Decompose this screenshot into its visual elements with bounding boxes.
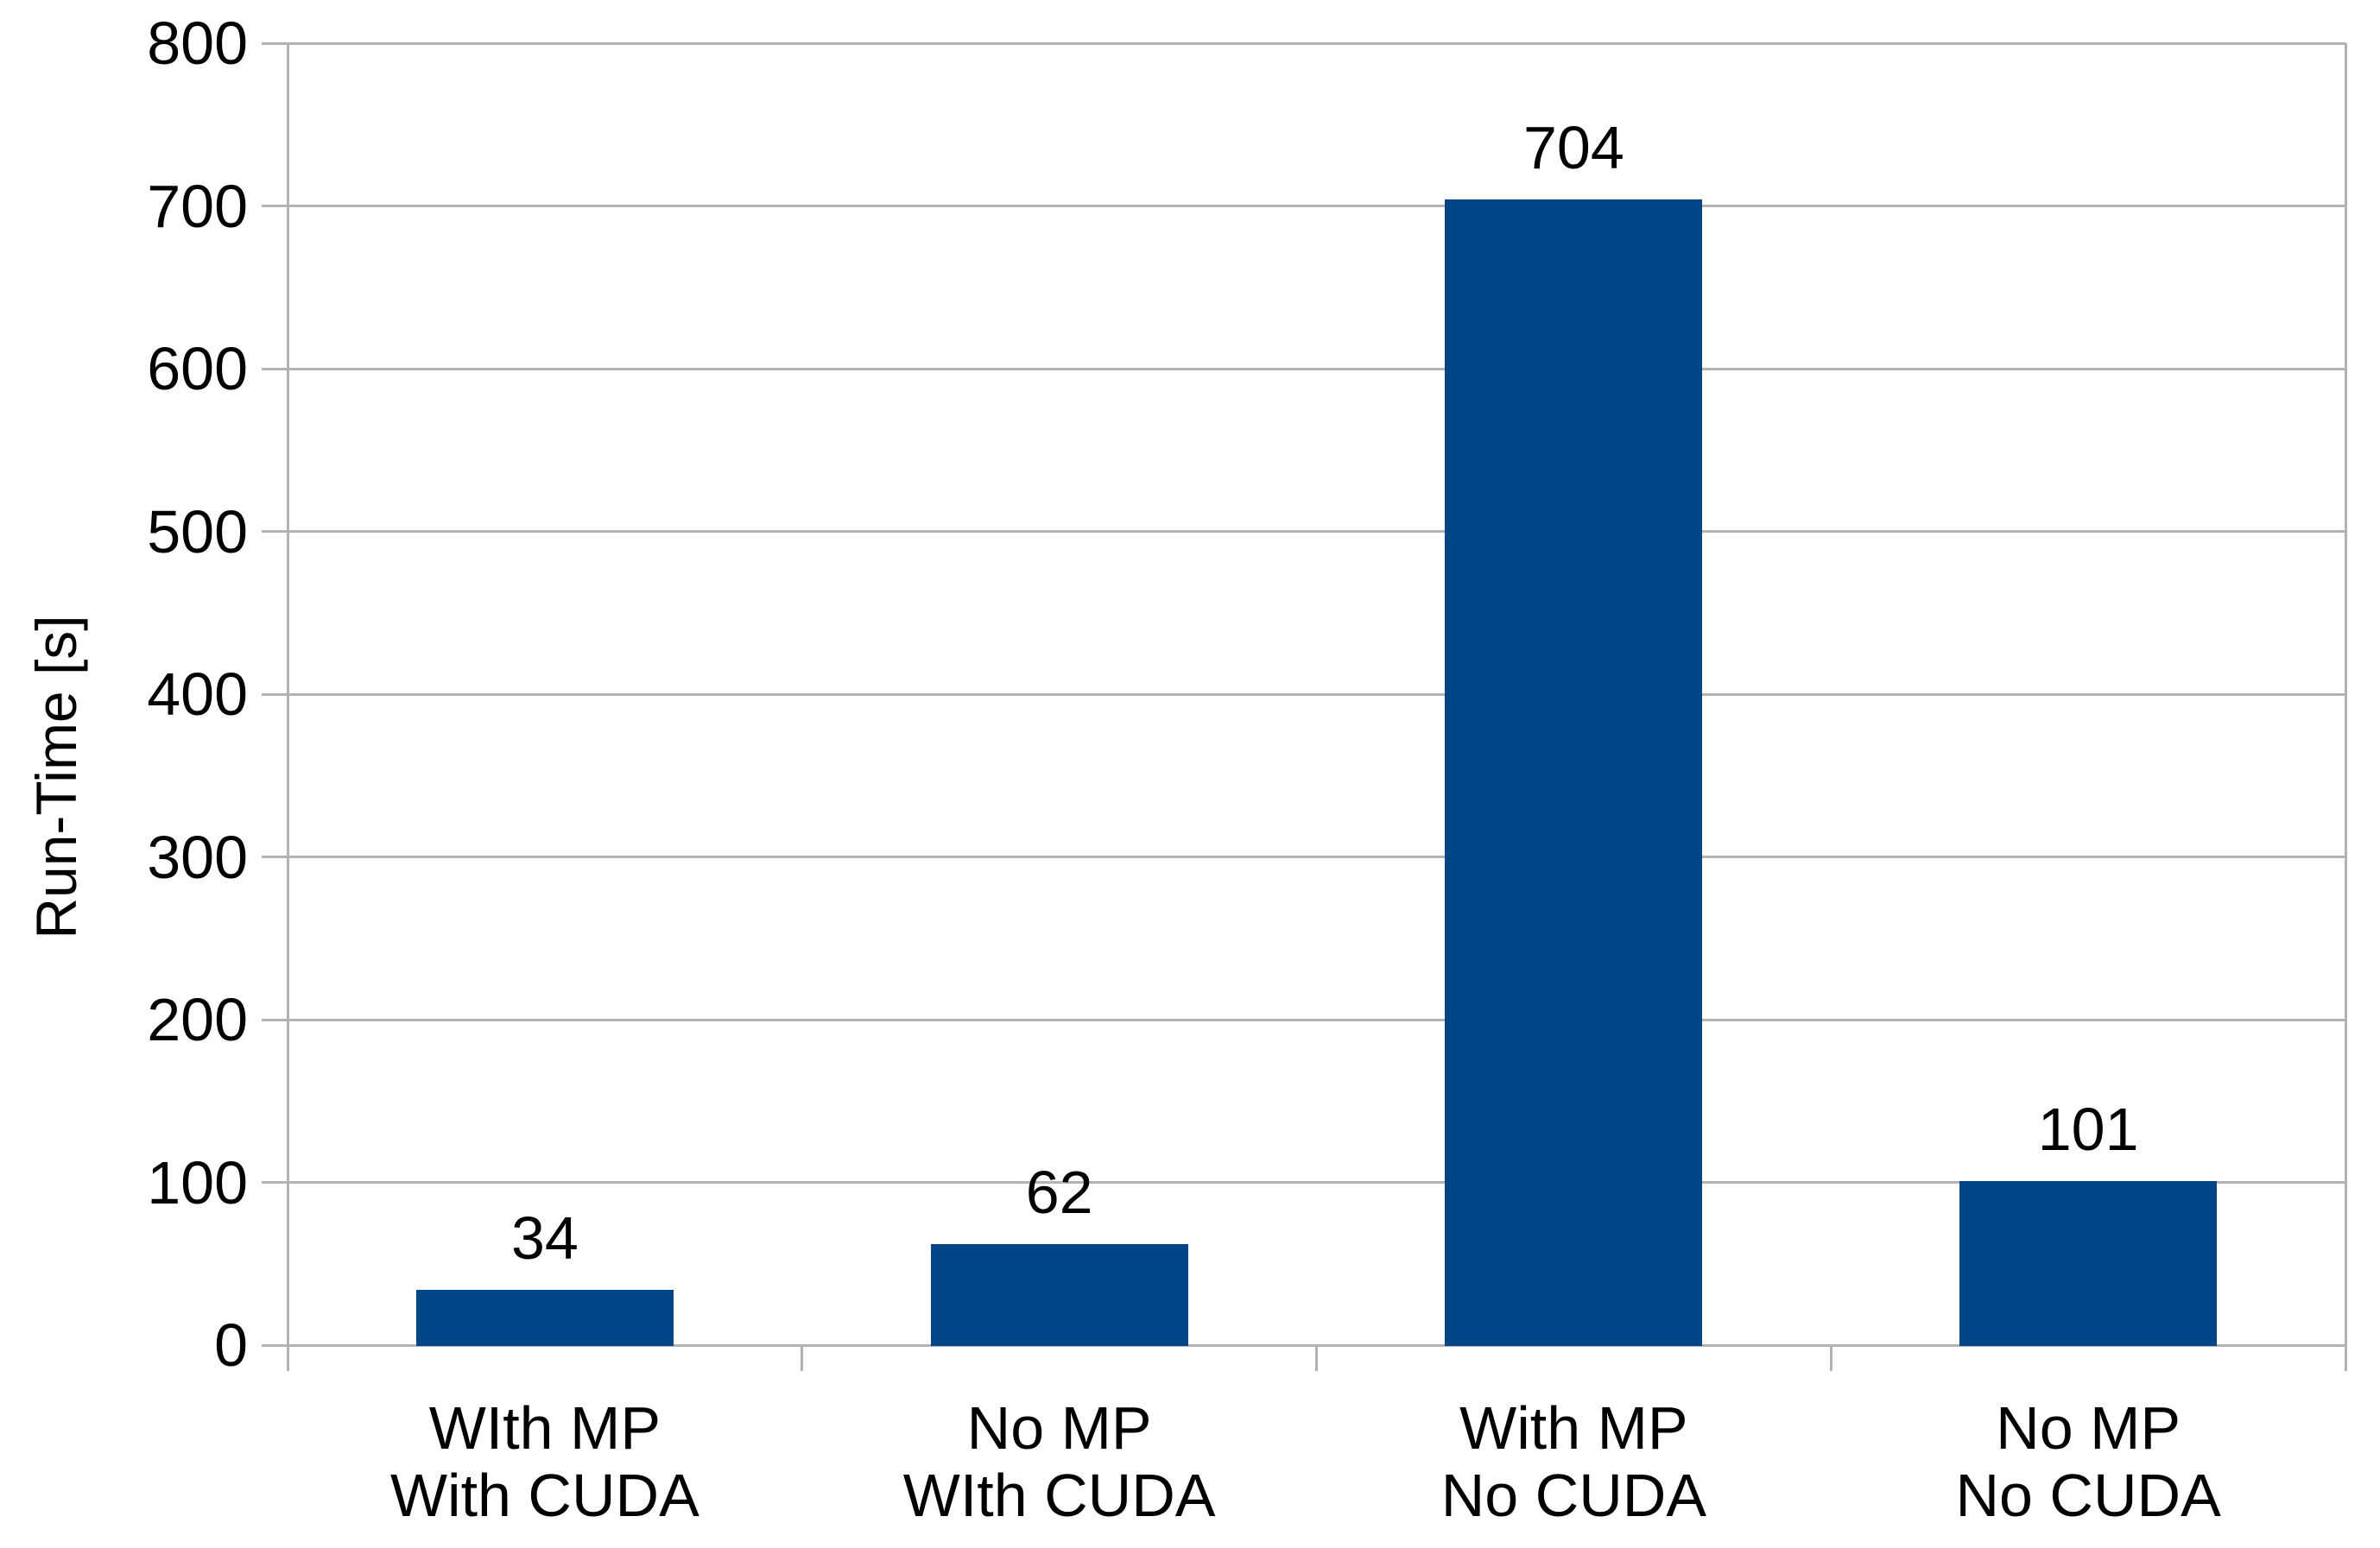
- y-tick-label: 700: [147, 172, 248, 240]
- bar: [930, 1244, 1188, 1347]
- bar: [1445, 199, 1703, 1347]
- bar-value-label: 704: [1522, 113, 1624, 181]
- y-tick-label: 300: [147, 823, 248, 891]
- y-tick-label: 500: [147, 497, 248, 565]
- bar: [1959, 1180, 2218, 1347]
- x-axis-tick: [801, 1345, 804, 1371]
- y-gridline: [262, 1181, 2345, 1184]
- bar-value-label: 34: [510, 1204, 579, 1272]
- plot-right-border: [2344, 43, 2347, 1371]
- x-category-label: With MP No CUDA: [1440, 1394, 1707, 1529]
- y-gridline: [262, 367, 2345, 370]
- y-tick-label: 800: [147, 9, 248, 77]
- bar-value-label: 101: [2037, 1095, 2139, 1163]
- y-axis-title: Run-Time [s]: [24, 615, 88, 939]
- x-axis-tick: [1829, 1345, 1832, 1371]
- bar-value-label: 62: [1025, 1159, 1093, 1227]
- y-gridline: [262, 1018, 2345, 1021]
- y-gridline: [262, 856, 2345, 858]
- y-tick-label: 200: [147, 986, 248, 1053]
- y-tick-label: 0: [214, 1311, 248, 1379]
- x-category-label: No MP No CUDA: [1955, 1394, 2221, 1529]
- x-category-label: No MP WIth CUDA: [902, 1394, 1216, 1529]
- y-tick-label: 600: [147, 335, 248, 402]
- y-axis-line: [286, 43, 289, 1371]
- y-gridline: [262, 205, 2345, 207]
- x-axis-tick: [1315, 1345, 1318, 1371]
- y-gridline: [262, 1343, 2345, 1347]
- y-gridline: [262, 692, 2345, 696]
- y-tick-label: 100: [147, 1148, 248, 1216]
- bar: [415, 1289, 674, 1347]
- y-gridline: [262, 41, 2345, 45]
- y-tick-label: 400: [147, 660, 248, 728]
- y-gridline: [262, 530, 2345, 533]
- x-category-label: WIth MP With CUDA: [389, 1394, 699, 1529]
